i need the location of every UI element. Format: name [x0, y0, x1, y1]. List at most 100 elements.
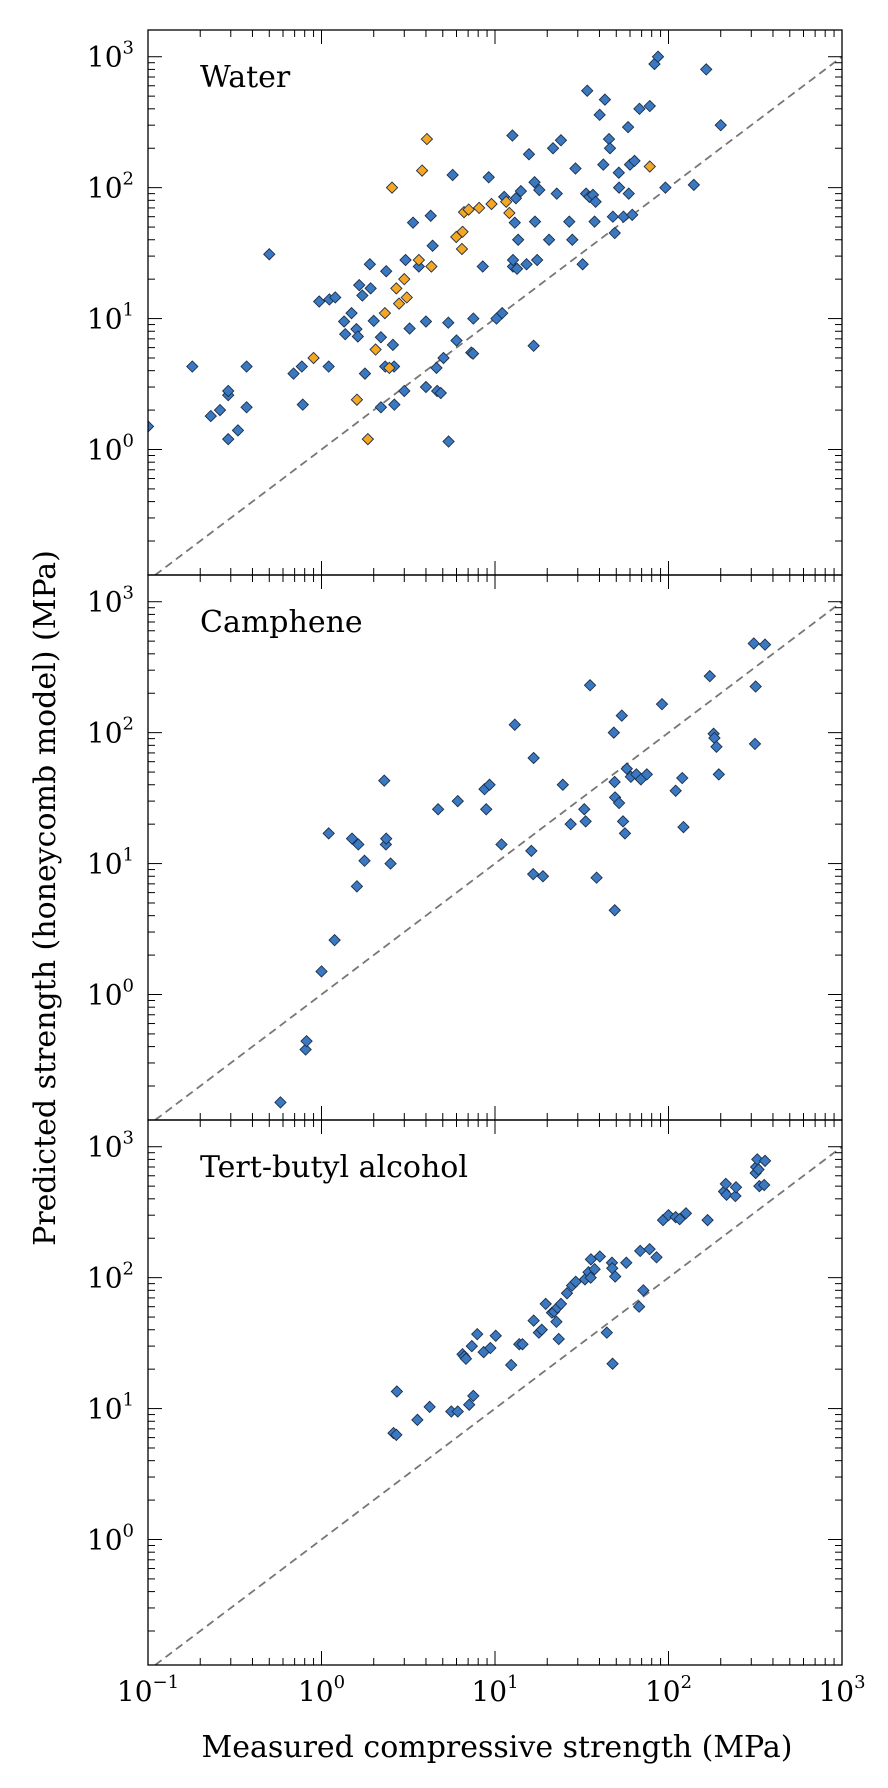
data-point	[312, 295, 326, 308]
data-point	[476, 260, 489, 273]
data-point	[495, 306, 509, 320]
data-point	[351, 330, 365, 343]
data-point	[643, 160, 657, 173]
data-point	[385, 181, 399, 194]
data-point	[482, 171, 495, 184]
data-point	[509, 192, 523, 205]
data-point	[701, 1213, 714, 1227]
data-point	[539, 1297, 552, 1311]
data-point	[618, 827, 632, 840]
y-tick-label: 100	[87, 430, 134, 466]
data-point	[622, 187, 635, 200]
data-point	[608, 1270, 622, 1283]
data-point	[526, 867, 540, 881]
panel-title: Camphene	[200, 605, 363, 640]
data-point	[350, 880, 364, 893]
data-point	[398, 272, 411, 286]
data-point	[322, 360, 335, 373]
data-point	[729, 1181, 743, 1194]
data-point	[423, 1400, 436, 1414]
data-point	[274, 1096, 287, 1109]
data-point	[588, 215, 601, 228]
data-point	[399, 253, 412, 267]
data-point	[617, 210, 630, 223]
series-2	[307, 132, 657, 446]
data-point	[673, 1212, 686, 1226]
data-point	[451, 1405, 464, 1418]
data-point	[608, 904, 621, 917]
data-point	[315, 965, 328, 978]
data-point	[240, 360, 253, 373]
data-point	[527, 339, 540, 352]
data-point	[221, 432, 235, 446]
data-point	[527, 1314, 540, 1327]
data-point	[522, 147, 536, 161]
data-point	[633, 102, 646, 116]
data-point	[338, 327, 352, 341]
data-point	[456, 225, 469, 239]
data-point	[729, 1189, 742, 1203]
data-point	[328, 933, 341, 947]
data-point	[350, 393, 364, 406]
data-point	[758, 1154, 772, 1168]
data-point	[412, 260, 426, 273]
data-point	[479, 803, 493, 816]
data-point	[676, 771, 689, 785]
data-point	[446, 168, 459, 182]
data-point	[467, 1389, 480, 1403]
data-point	[710, 740, 723, 754]
data-point	[510, 262, 524, 276]
data-point	[419, 380, 433, 394]
data-point	[516, 1338, 529, 1351]
data-point	[369, 343, 382, 356]
y-tick-label: 103	[87, 38, 134, 74]
data-point	[550, 1315, 563, 1329]
data-point	[426, 239, 439, 252]
data-point	[296, 398, 310, 411]
data-point	[221, 384, 235, 398]
data-point	[528, 215, 542, 228]
data-point	[651, 50, 665, 63]
data-point	[466, 347, 480, 360]
data-point	[554, 1297, 568, 1311]
data-point	[576, 258, 589, 271]
data-point	[621, 120, 635, 134]
reference-line	[154, 601, 842, 1120]
data-point	[186, 360, 199, 373]
data-point	[431, 803, 445, 816]
data-point	[508, 718, 522, 731]
data-point	[628, 154, 641, 168]
data-point	[748, 737, 762, 751]
data-point	[378, 306, 392, 320]
data-point	[299, 1043, 312, 1056]
data-point	[584, 1271, 597, 1284]
data-point	[749, 680, 762, 693]
data-point	[495, 838, 508, 851]
data-point	[483, 778, 496, 791]
data-point	[679, 1207, 693, 1220]
data-point	[583, 679, 597, 692]
data-point	[506, 253, 520, 267]
data-point	[530, 253, 544, 267]
x-tick-label: 100	[298, 1672, 345, 1708]
data-point	[358, 854, 371, 868]
data-point	[569, 162, 582, 175]
data-point	[361, 432, 375, 446]
data-point	[616, 815, 630, 828]
data-point	[566, 233, 579, 246]
data-point	[204, 409, 217, 423]
data-point	[669, 784, 682, 797]
data-point	[607, 726, 621, 739]
data-point	[687, 178, 701, 192]
data-point	[437, 351, 450, 365]
data-point	[367, 314, 380, 328]
data-point	[329, 291, 342, 304]
data-point	[588, 1262, 601, 1276]
data-point	[620, 762, 634, 775]
data-point	[525, 844, 538, 858]
data-point	[484, 1341, 497, 1355]
data-point	[579, 815, 592, 828]
data-point	[363, 258, 377, 271]
data-point	[563, 215, 576, 228]
